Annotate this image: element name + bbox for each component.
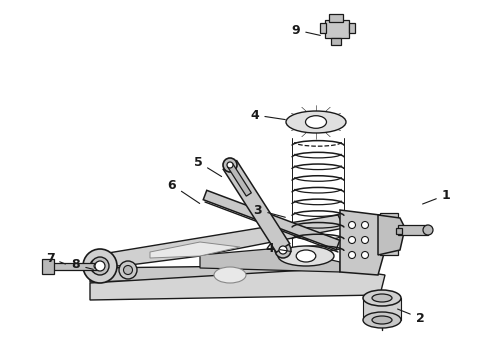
Circle shape xyxy=(348,252,356,258)
Circle shape xyxy=(362,221,368,229)
Circle shape xyxy=(348,237,356,243)
Circle shape xyxy=(227,162,233,168)
Circle shape xyxy=(423,225,433,235)
Polygon shape xyxy=(90,268,385,300)
Ellipse shape xyxy=(372,316,392,324)
Polygon shape xyxy=(203,190,340,250)
Bar xyxy=(349,23,355,33)
Bar xyxy=(52,263,98,270)
Text: 2: 2 xyxy=(397,309,424,324)
Polygon shape xyxy=(363,298,401,320)
Text: 7: 7 xyxy=(46,252,65,265)
Circle shape xyxy=(95,261,105,271)
Circle shape xyxy=(362,237,368,243)
Ellipse shape xyxy=(372,294,392,302)
Text: 9: 9 xyxy=(292,23,320,36)
Bar xyxy=(380,213,398,255)
Bar xyxy=(329,14,343,22)
Bar xyxy=(398,225,428,235)
Circle shape xyxy=(223,158,237,172)
Text: 4: 4 xyxy=(250,108,285,122)
Text: 5: 5 xyxy=(194,156,221,176)
Ellipse shape xyxy=(119,261,137,279)
Polygon shape xyxy=(150,242,240,258)
Ellipse shape xyxy=(305,116,326,128)
Text: 8: 8 xyxy=(72,258,93,271)
Circle shape xyxy=(362,252,368,258)
Bar xyxy=(42,259,54,274)
Text: 1: 1 xyxy=(422,189,450,204)
Bar xyxy=(396,228,402,234)
Ellipse shape xyxy=(91,257,109,275)
Circle shape xyxy=(279,246,287,254)
Ellipse shape xyxy=(90,259,104,273)
Circle shape xyxy=(275,242,291,258)
Polygon shape xyxy=(200,248,340,272)
Ellipse shape xyxy=(278,246,334,266)
Polygon shape xyxy=(90,215,344,268)
Bar xyxy=(331,38,341,45)
Text: 6: 6 xyxy=(168,179,200,203)
Bar xyxy=(320,23,326,33)
Polygon shape xyxy=(90,265,340,282)
Polygon shape xyxy=(340,210,385,275)
Ellipse shape xyxy=(296,250,316,262)
Ellipse shape xyxy=(363,312,401,328)
Ellipse shape xyxy=(123,266,132,274)
Ellipse shape xyxy=(363,290,401,306)
Ellipse shape xyxy=(286,111,346,133)
Ellipse shape xyxy=(214,267,246,283)
Text: 4: 4 xyxy=(266,242,291,255)
Ellipse shape xyxy=(94,263,100,269)
Circle shape xyxy=(348,221,356,229)
Polygon shape xyxy=(378,215,405,255)
Polygon shape xyxy=(227,163,251,196)
Polygon shape xyxy=(223,161,290,252)
Ellipse shape xyxy=(83,249,117,283)
Text: 3: 3 xyxy=(254,203,285,217)
Bar xyxy=(325,20,349,38)
